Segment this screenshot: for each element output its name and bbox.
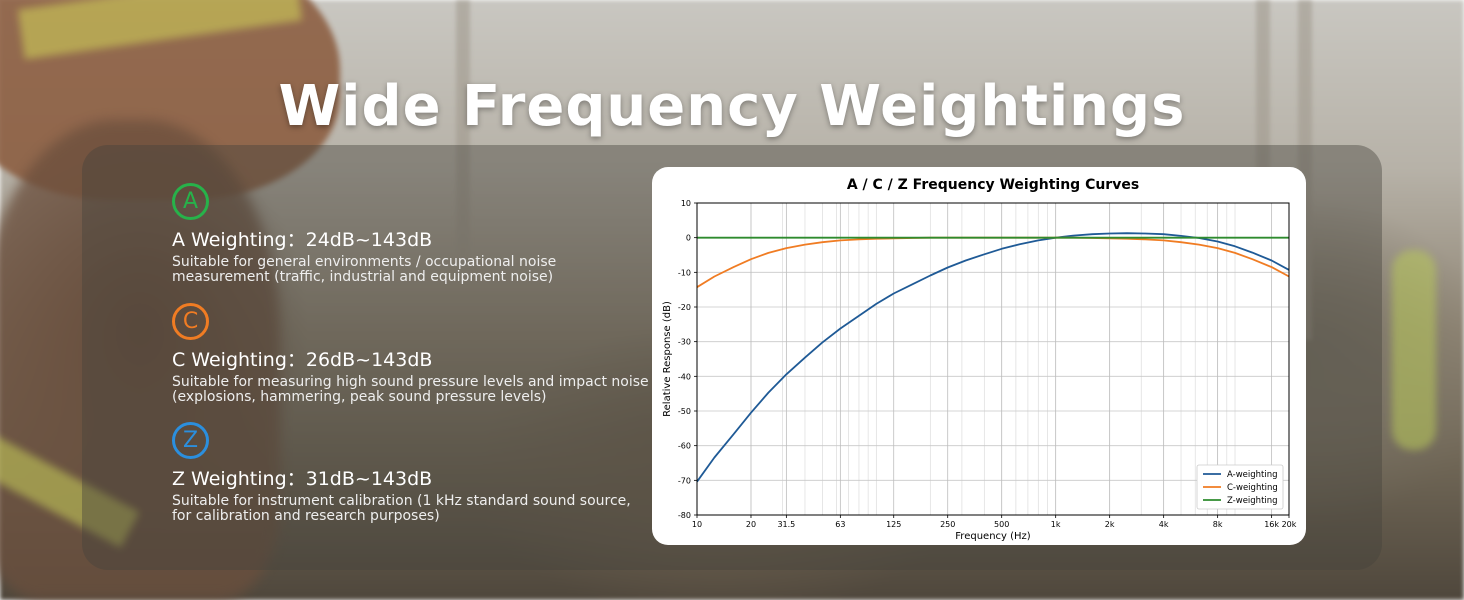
chart-card: A / C / Z Frequency Weighting Curves 10 0…: [652, 167, 1306, 545]
a-badge-icon: A: [172, 183, 209, 220]
y-axis-label: Relative Response (dB): [662, 301, 673, 417]
series-line-a-weighting: [696, 232, 1290, 483]
c-badge-icon: C: [172, 303, 209, 340]
page-title: Wide Frequency Weightings: [278, 74, 1186, 139]
y-tick-label: -70: [678, 476, 691, 485]
x-axis-label: Frequency (Hz): [955, 531, 1031, 542]
y-tick-label: -80: [678, 511, 691, 520]
x-tick-label: 2k: [1105, 520, 1115, 529]
x-tick-label: 250: [940, 520, 955, 529]
chart-legend: A-weighting C-weighting Z-weighting: [1196, 464, 1284, 510]
x-tick-label: 16k: [1264, 520, 1279, 529]
chart-title: A / C / Z Frequency Weighting Curves: [847, 177, 1139, 193]
chart-curves: [696, 232, 1290, 483]
plot-frame: [696, 202, 1290, 516]
legend-box: [1196, 464, 1284, 510]
drill-rig-mast: [456, 0, 470, 280]
z-badge-icon: Z: [172, 422, 209, 459]
x-tick-label: 125: [886, 520, 901, 529]
worker-silhouette: [0, 120, 280, 600]
weighting-a: A A Weighting：24dB~143dB Suitable for ge…: [172, 183, 652, 284]
weighting-chart: A / C / Z Frequency Weighting Curves 10 0…: [662, 177, 1297, 542]
x-tick-label: 500: [994, 520, 1009, 529]
series-line-c-weighting: [696, 236, 1290, 288]
weighting-a-description: Suitable for general environments / occu…: [172, 254, 557, 285]
x-tick-label: 20k: [1282, 520, 1297, 529]
weighting-c: C C Weighting：26dB~143dB Suitable for me…: [172, 303, 652, 404]
weighting-z-description: Suitable for instrument calibration (1 k…: [172, 493, 631, 524]
x-tick-label: 20: [746, 520, 756, 529]
x-tick-label: 8k: [1213, 520, 1223, 529]
weighting-c-description: Suitable for measuring high sound pressu…: [172, 374, 649, 405]
y-tick-label: -20: [678, 303, 691, 312]
y-tick-label: 10: [681, 199, 691, 208]
weighting-c-heading: C Weighting：26dB~143dB: [172, 349, 433, 371]
weighting-a-heading: A Weighting：24dB~143dB: [172, 229, 433, 251]
x-tick-label: 63: [835, 520, 845, 529]
x-tick-label: 10: [692, 520, 702, 529]
x-tick-label: 4k: [1159, 520, 1169, 529]
background-worker: [1392, 250, 1436, 450]
y-tick-label: -60: [678, 442, 691, 451]
weighting-z: Z Z Weighting：31dB~143dB Suitable for in…: [172, 422, 652, 523]
y-tick-label: -10: [678, 268, 691, 277]
y-tick-label: -50: [678, 407, 691, 416]
y-tick-label: -40: [678, 372, 691, 381]
x-tick-label: 1k: [1051, 520, 1061, 529]
legend-entry: Z-weighting: [1227, 496, 1278, 506]
x-tick-label: 31.5: [777, 520, 795, 529]
weighting-z-heading: Z Weighting：31dB~143dB: [172, 468, 433, 490]
legend-entry: C-weighting: [1227, 483, 1278, 493]
y-tick-label: 0: [686, 234, 691, 243]
y-tick-label: -30: [678, 338, 691, 347]
legend-entry: A-weighting: [1227, 470, 1278, 480]
